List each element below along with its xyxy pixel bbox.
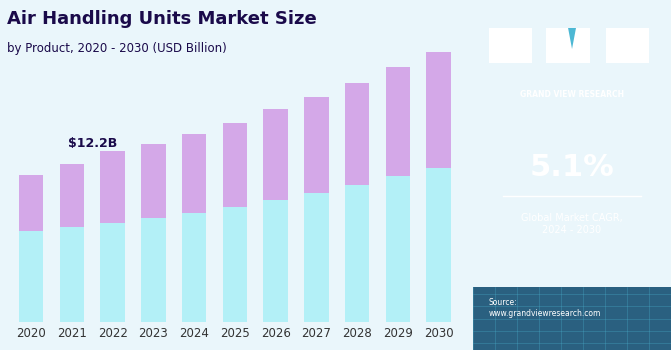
Bar (60, 164, 84, 227)
Bar (19, 231, 44, 322)
Bar (223, 207, 247, 322)
Bar (141, 144, 166, 218)
Bar (101, 223, 125, 322)
Bar (60, 227, 84, 322)
Text: Global Market CAGR,
2024 - 2030: Global Market CAGR, 2024 - 2030 (521, 213, 623, 235)
FancyBboxPatch shape (546, 28, 590, 63)
Bar (426, 52, 451, 168)
FancyBboxPatch shape (473, 287, 671, 350)
Bar (345, 185, 369, 322)
Bar (345, 83, 369, 185)
Bar (182, 213, 207, 322)
Bar (19, 175, 44, 231)
FancyBboxPatch shape (606, 28, 650, 63)
Bar (182, 134, 207, 213)
Bar (101, 151, 125, 223)
Bar (223, 123, 247, 207)
Bar (426, 168, 451, 322)
Text: Air Handling Units Market Size: Air Handling Units Market Size (7, 10, 317, 28)
Text: by Product, 2020 - 2030 (USD Billion): by Product, 2020 - 2030 (USD Billion) (7, 42, 226, 55)
Text: 5.1%: 5.1% (529, 154, 615, 182)
Text: GRAND VIEW RESEARCH: GRAND VIEW RESEARCH (520, 90, 624, 99)
Bar (264, 109, 288, 200)
Bar (141, 218, 166, 322)
Polygon shape (568, 28, 576, 49)
Text: Source:
www.grandviewresearch.com: Source: www.grandviewresearch.com (489, 298, 601, 318)
Legend: Single Flux, Double Flux: Single Flux, Double Flux (123, 346, 346, 350)
Bar (386, 67, 410, 176)
Bar (304, 97, 329, 193)
Text: $12.2B: $12.2B (68, 137, 117, 150)
FancyBboxPatch shape (489, 28, 533, 63)
Bar (386, 176, 410, 322)
Bar (264, 200, 288, 322)
Bar (304, 193, 329, 322)
